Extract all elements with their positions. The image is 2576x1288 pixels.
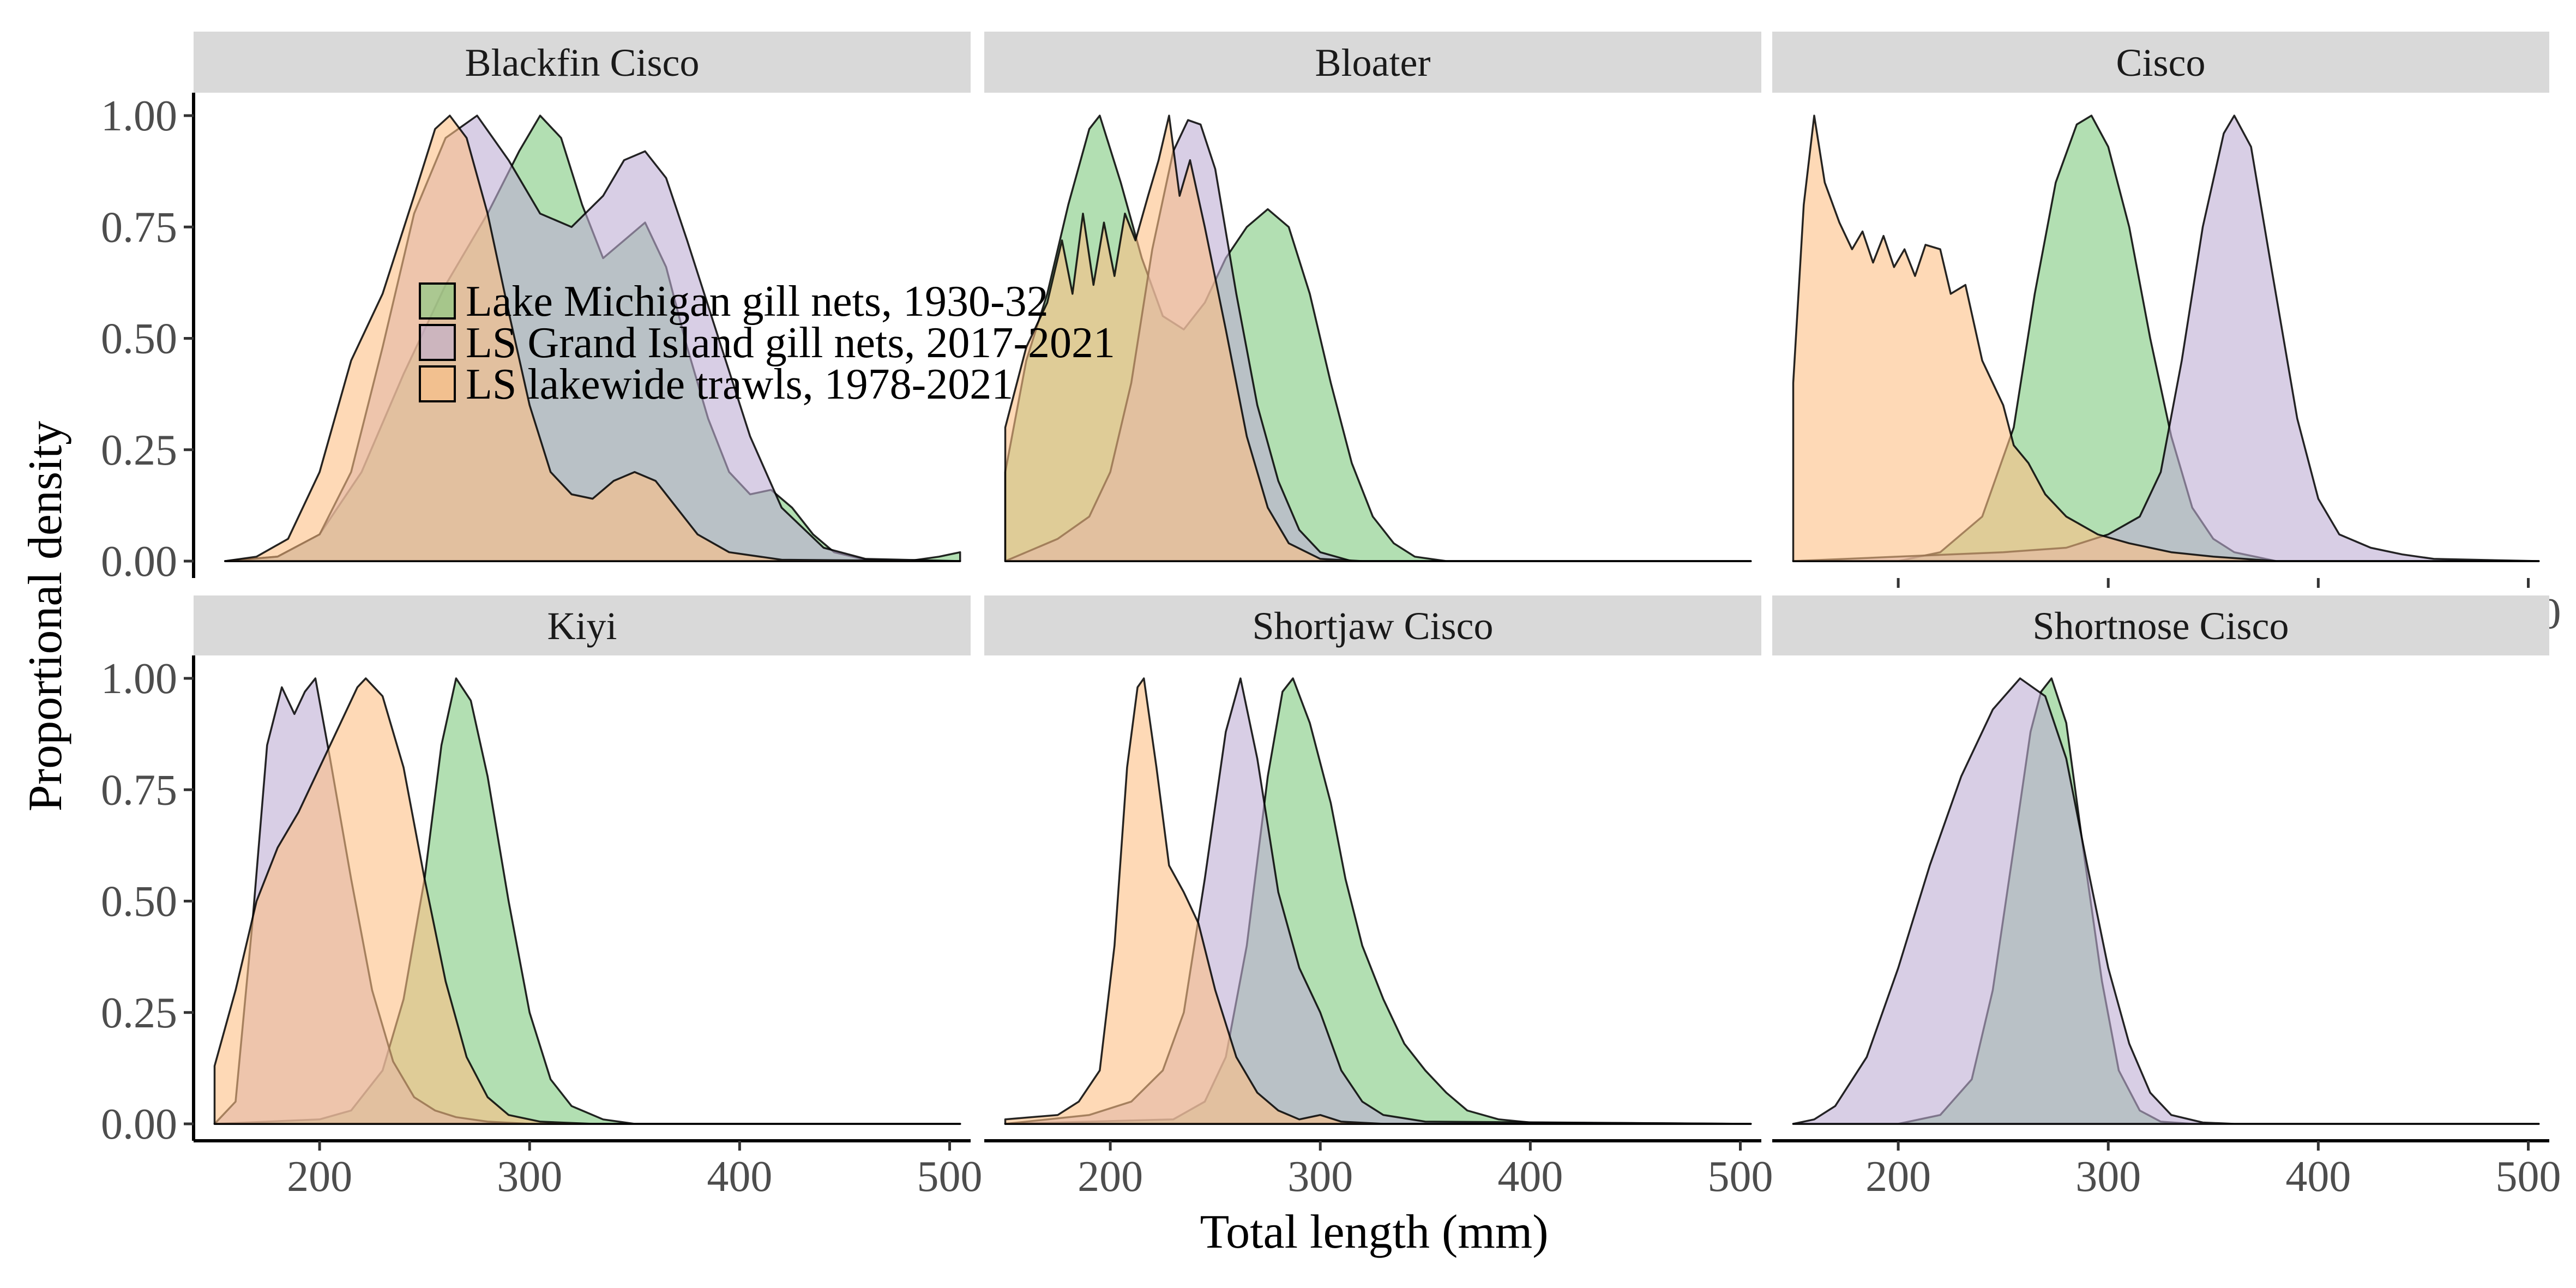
facet-strip-label: Blackfin Cisco <box>465 41 700 85</box>
x-tick-label: 500 <box>2495 1153 2561 1201</box>
y-tick-label: 0.25 <box>101 989 177 1037</box>
x-tick-label: 400 <box>2285 1153 2351 1201</box>
panel-kiyi: Kiyi 0.00 0.25 0.50 0.75 1.00 200 300 400 500 <box>101 595 982 1201</box>
legend-swatch <box>419 324 456 361</box>
y-tick-label: 0.25 <box>101 426 177 474</box>
facet-strip <box>984 32 1761 93</box>
x-tick-label: 200 <box>1078 1153 1143 1201</box>
x-tick-label: 300 <box>1287 1153 1353 1201</box>
density-areas <box>1792 115 2540 562</box>
y-tick-label: 0.50 <box>101 315 177 363</box>
legend-item: LS Grand Island gill nets, 2017-2021 <box>419 319 1115 367</box>
facet-strip <box>194 32 971 93</box>
facet-strip-label: Cisco <box>2116 41 2205 85</box>
y-tick-label: 0.75 <box>101 766 177 814</box>
density-areas <box>224 115 961 562</box>
y-tick-label: 0.00 <box>101 538 177 586</box>
facet-strip-label: Shortjaw Cisco <box>1253 604 1494 648</box>
density-area-ls-grand-island-gill-nets-2017-2021 <box>1792 677 2540 1125</box>
y-tick-label: 0.50 <box>101 878 177 926</box>
x-axis-title: Total length (mm) <box>1200 1206 1548 1259</box>
panel-bloater: Bloater <box>984 32 1761 562</box>
legend-label: LS Grand Island gill nets, 2017-2021 <box>466 319 1115 367</box>
x-tick-label: 300 <box>497 1153 562 1201</box>
x-tick-label: 400 <box>707 1153 772 1201</box>
facet-strip-label: Shortnose Cisco <box>2032 604 2289 648</box>
density-area-ls-lakewide-trawls-1978-2021 <box>213 677 961 1125</box>
panel-shortjaw-cisco: Shortjaw Cisco 200 300 400 500 <box>984 595 1773 1201</box>
legend-item: Lake Michigan gill nets, 1930-32 <box>419 278 1049 326</box>
facet-panels: Blackfin Cisco 0.00 0.25 0.50 0.75 1.00 Bloate… <box>101 32 2561 1201</box>
density-area-ls-lakewide-trawls-1978-2021 <box>224 115 961 562</box>
density-areas <box>1792 677 2540 1125</box>
x-tick-label: 400 <box>1497 1153 1563 1201</box>
legend-swatch <box>419 282 456 320</box>
x-tick-label: 200 <box>1865 1153 1931 1201</box>
density-areas <box>1004 677 1752 1125</box>
y-tick-label: 1.00 <box>101 655 177 703</box>
legend-label: LS lakewide trawls, 1978-2021 <box>466 360 1013 408</box>
panel-shortnose-cisco: Shortnose Cisco 200 300 400 500 <box>1772 595 2561 1201</box>
panel-blackfin-cisco: Blackfin Cisco 0.00 0.25 0.50 0.75 1.00 <box>101 32 971 586</box>
facet-strip <box>1772 595 2549 655</box>
density-area-ls-lakewide-trawls-1978-2021 <box>1004 677 1752 1125</box>
legend-label: Lake Michigan gill nets, 1930-32 <box>466 278 1049 326</box>
density-area-ls-lakewide-trawls-1978-2021 <box>1792 115 2540 562</box>
facet-strip-label: Bloater <box>1315 41 1431 85</box>
density-areas <box>213 677 961 1125</box>
x-tick-label: 200 <box>287 1153 352 1201</box>
x-tick-label: 500 <box>917 1153 982 1201</box>
y-tick-label: 0.75 <box>101 203 177 251</box>
y-axis-title: Proportional density <box>19 421 72 811</box>
y-tick-label: 0.00 <box>101 1100 177 1148</box>
legend-item: LS lakewide trawls, 1978-2021 <box>419 360 1013 408</box>
y-tick-label: 1.00 <box>101 92 177 140</box>
facet-strip <box>194 595 971 655</box>
facet-strip <box>1772 32 2549 93</box>
x-tick-label: 300 <box>2075 1153 2141 1201</box>
legend-swatch <box>419 365 456 402</box>
density-areas <box>1004 115 1752 562</box>
x-tick-label: 500 <box>1707 1153 1773 1201</box>
density-area-ls-lakewide-trawls-1978-2021 <box>1004 115 1752 562</box>
facet-strip <box>984 595 1761 655</box>
facet-strip-label: Kiyi <box>547 604 617 648</box>
